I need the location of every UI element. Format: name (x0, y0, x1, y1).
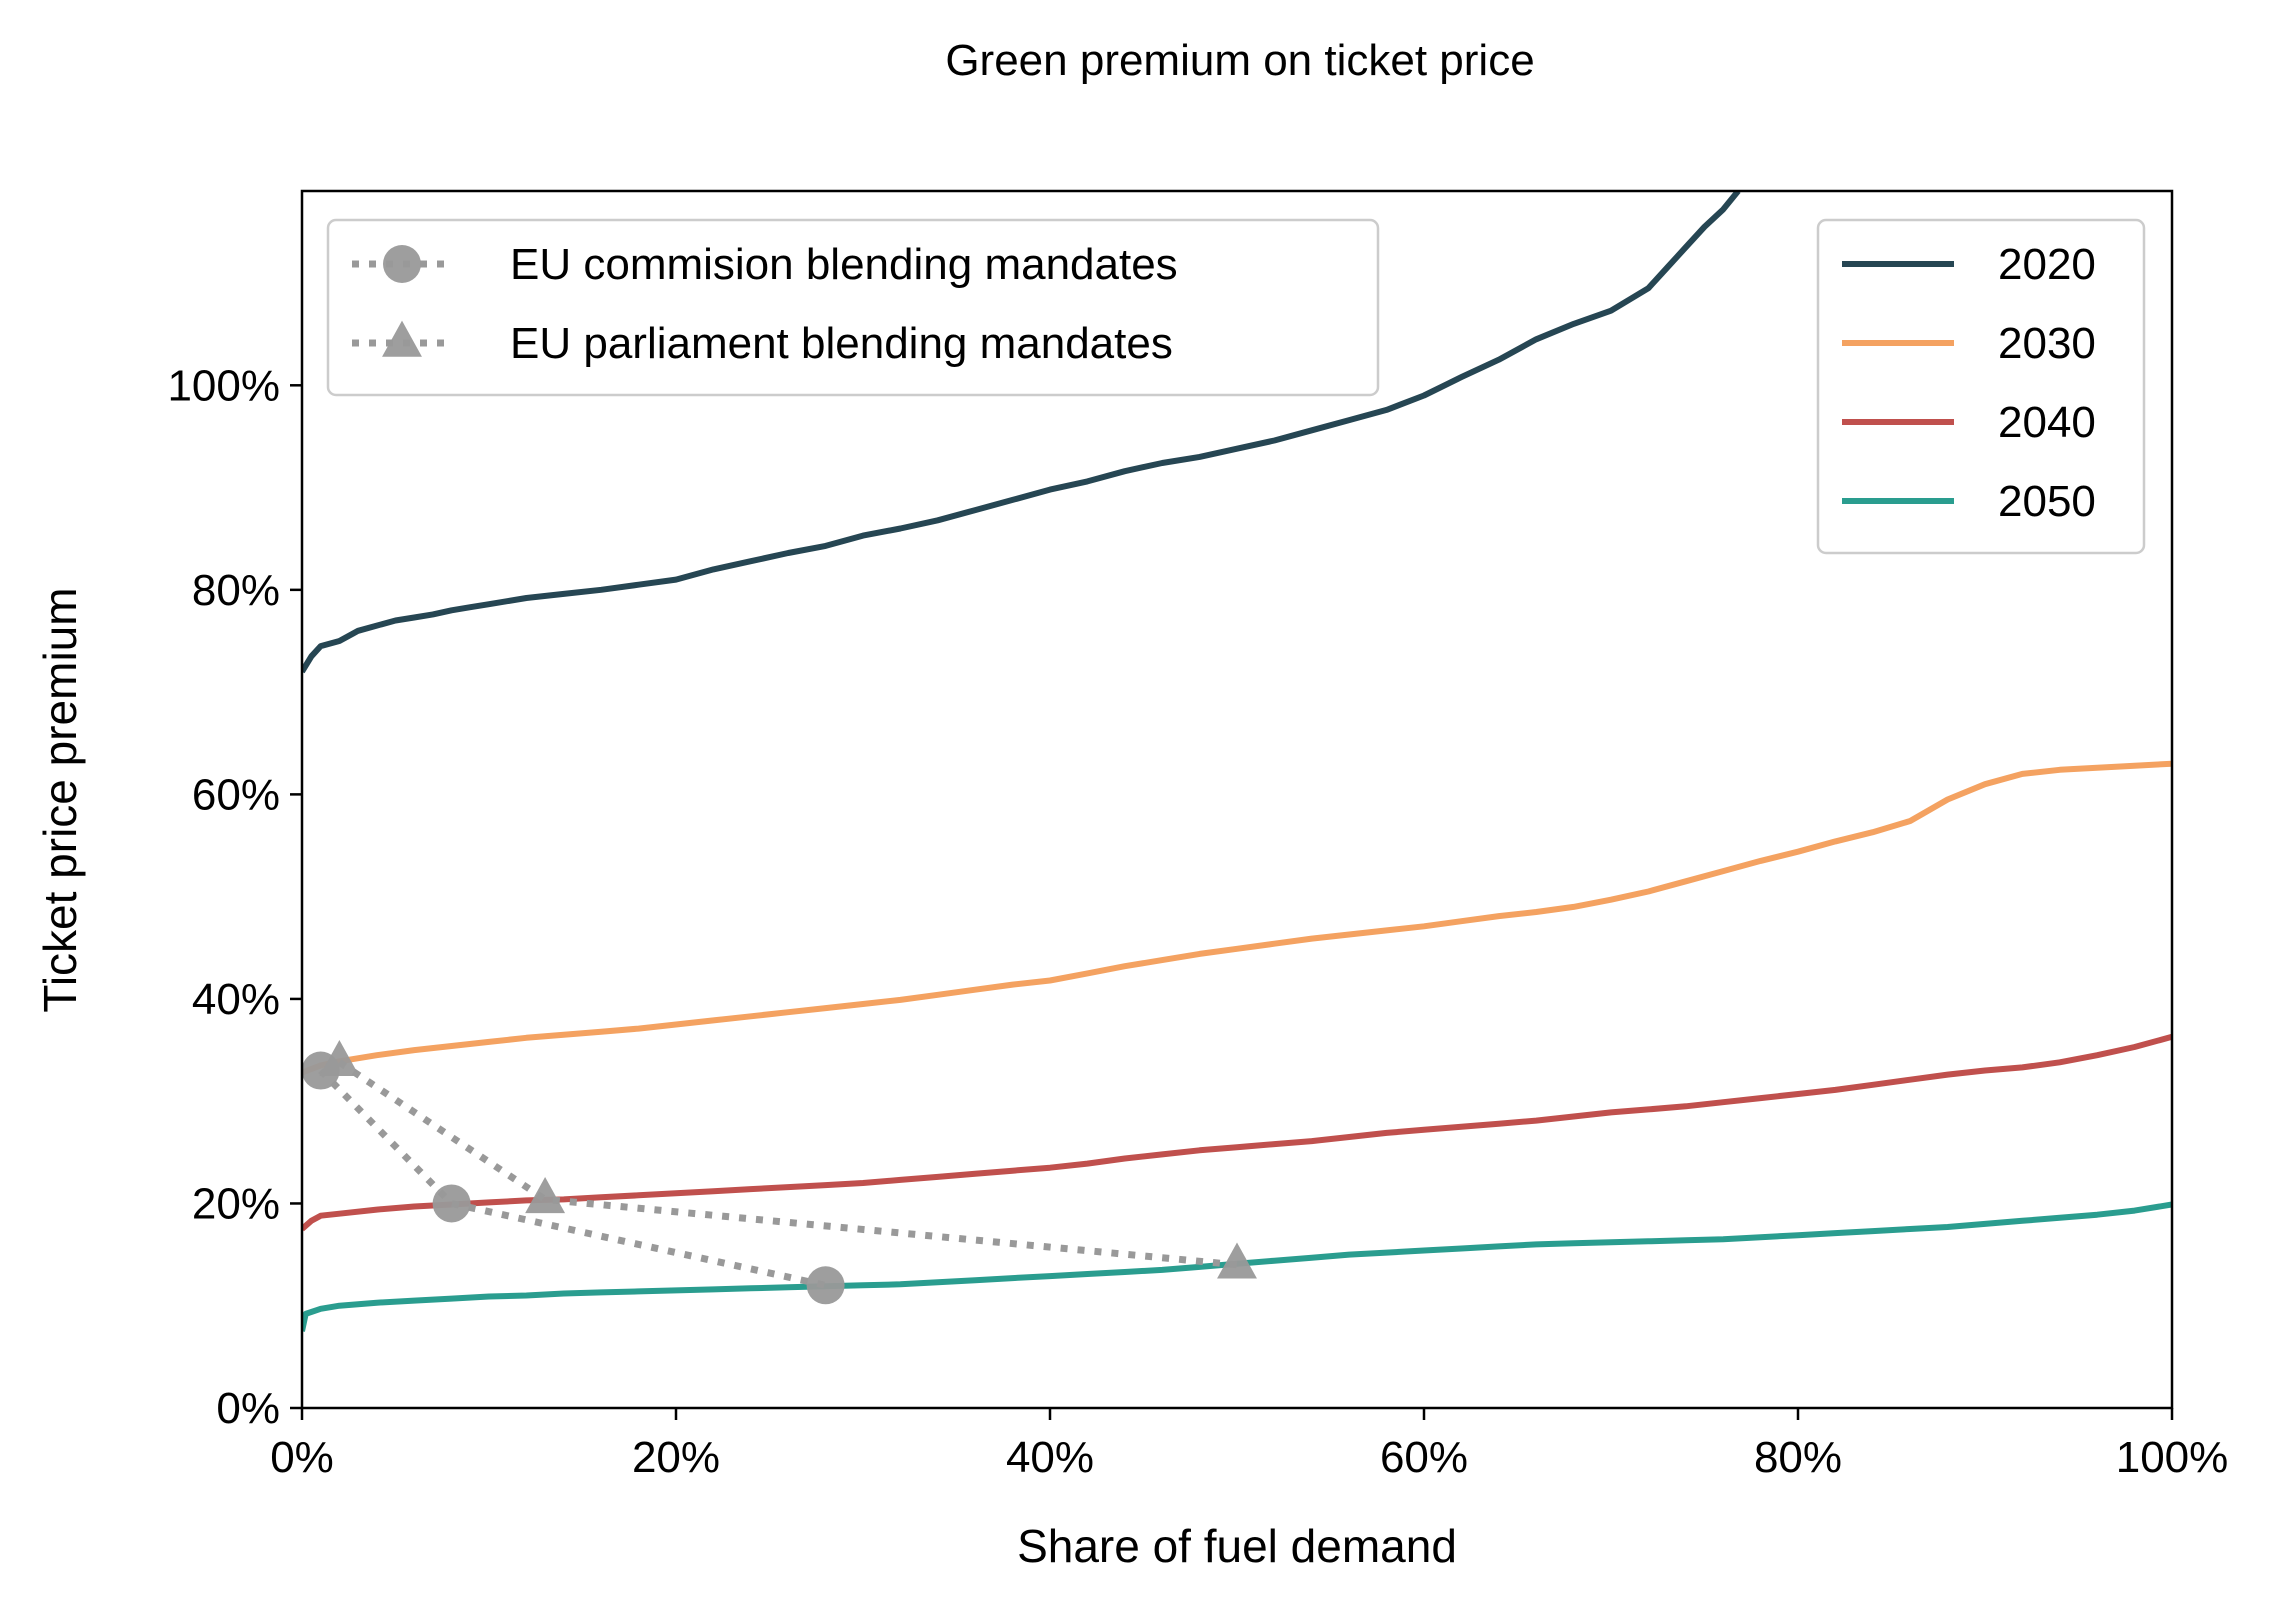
legend-frame (326, 218, 1380, 397)
y-axis: 0% 20% 40% 60% 80% 100% (167, 361, 302, 1433)
series-line-2030 (302, 760, 2172, 1076)
data-point-eu-parliament-blending-mandates (525, 1176, 566, 1214)
y-tick-label: 20% (192, 1179, 280, 1228)
data-point-eu-parliament-blending-mandates (319, 1039, 360, 1077)
y-tick-label: 80% (192, 566, 280, 615)
legend-label-2040: 2040 (1998, 398, 2096, 447)
x-axis-label: Share of fuel demand (1017, 1520, 1457, 1572)
x-tick-label: 40% (1006, 1433, 1094, 1482)
legend-marker-eu-parliament-blending-mandates (382, 320, 422, 357)
legend-mandates: EU commision blending mandates EU parliam… (326, 218, 1380, 397)
plot-area-frame (300, 189, 2174, 1410)
legend-label-2050: 2050 (1998, 477, 2096, 526)
legend-years: 2020 2030 2040 2050 (1816, 218, 2146, 555)
series-line-2050 (302, 1201, 2172, 1332)
x-axis: 0% 20% 40% 60% 80% 100% (270, 1408, 2228, 1482)
legend-frame (1816, 218, 2146, 555)
marker-layer (301, 1039, 1257, 1305)
x-tick-label: 60% (1380, 1433, 1468, 1482)
data-point-eu-parliament-blending-mandates (1217, 1242, 1257, 1279)
legend-marker-eu-commision-blending-mandates (383, 245, 421, 283)
y-tick-label: 100% (167, 361, 280, 410)
series-line-2020 (302, 191, 1741, 674)
x-tick-label: 80% (1754, 1433, 1842, 1482)
data-point-eu-commision-blending-mandates (806, 1266, 845, 1305)
y-tick-label: 40% (192, 975, 280, 1024)
legend-label-2020: 2020 (1998, 240, 2096, 289)
y-tick-label: 0% (216, 1384, 280, 1433)
x-tick-label: 100% (2116, 1433, 2229, 1482)
x-tick-label: 0% (270, 1433, 334, 1482)
legend-label-eu-parliament-blending-mandates: EU parliament blending mandates (510, 319, 1173, 368)
legend-label-2030: 2030 (1998, 319, 2096, 368)
chart-title: Green premium on ticket price (945, 36, 1534, 85)
x-tick-label: 20% (632, 1433, 720, 1482)
y-axis-label: Ticket price premium (34, 587, 86, 1012)
data-point-eu-commision-blending-mandates (432, 1184, 471, 1223)
legend-label-eu-commision-blending-mandates: EU commision blending mandates (510, 240, 1178, 289)
y-tick-label: 60% (192, 770, 280, 819)
